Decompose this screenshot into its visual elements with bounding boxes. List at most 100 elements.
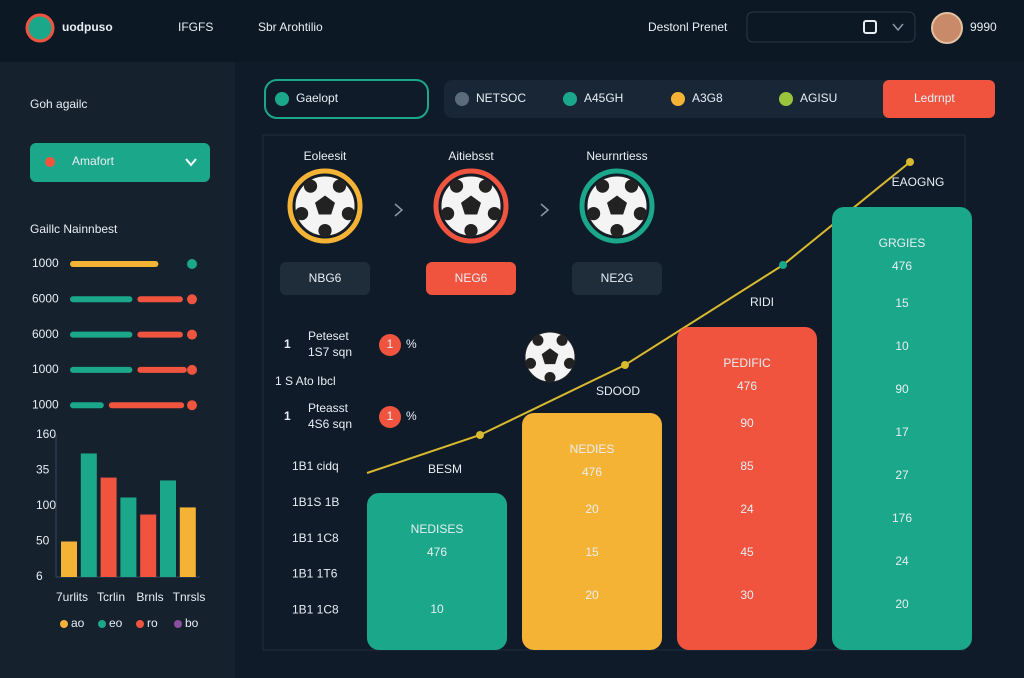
- dropdown[interactable]: [30, 143, 210, 182]
- ball-patch: [633, 207, 647, 221]
- ball-patch: [610, 224, 624, 238]
- bar: [160, 480, 176, 577]
- x-tick-label: 7urlits: [56, 590, 88, 604]
- ball-patch: [563, 357, 575, 369]
- y-tick-label: 100: [36, 498, 56, 512]
- sidebar-title: Goh agailc: [30, 97, 87, 111]
- column-value: 10: [895, 339, 909, 353]
- ball-patch: [449, 179, 464, 193]
- legend-label: eo: [109, 616, 123, 630]
- stat-badge-label: 1: [387, 409, 394, 423]
- x-tick-label: Tnrsls: [173, 590, 206, 604]
- column-lead: 476: [582, 465, 602, 479]
- logo-icon: [25, 13, 55, 43]
- progress-bar: [137, 296, 183, 303]
- column-value: 15: [895, 296, 909, 310]
- ball-patch: [315, 195, 335, 215]
- tab-label: NETSOC: [476, 91, 526, 105]
- tab-icon[interactable]: [671, 92, 685, 106]
- stat-rank: 1: [284, 409, 291, 423]
- progress-end: [187, 400, 197, 411]
- stat-pct: %: [406, 337, 417, 351]
- column-value: 45: [740, 545, 754, 559]
- trend-dot: [779, 261, 787, 269]
- ball-patch: [544, 372, 556, 383]
- match-tag[interactable]: [426, 262, 516, 295]
- stat-name: Peteset: [308, 329, 349, 343]
- tab-icon[interactable]: [455, 92, 469, 106]
- trend-dot: [906, 158, 914, 166]
- column-caption: RIDI: [750, 295, 774, 309]
- tab-label: A45GH: [584, 91, 623, 105]
- progress-bar: [70, 296, 133, 303]
- bar: [80, 453, 97, 577]
- arrow: [540, 203, 550, 217]
- column-value: 24: [740, 502, 754, 516]
- match-tag[interactable]: [280, 262, 370, 295]
- y-tick-label: 6: [36, 569, 43, 583]
- match-title: Aitiebsst: [448, 149, 494, 163]
- dropdown-text: Amafort: [72, 154, 115, 168]
- column-value: 20: [585, 502, 599, 516]
- column-value: 24: [895, 554, 909, 568]
- ball-patch: [441, 207, 455, 221]
- column-value: 90: [740, 416, 754, 430]
- ball-patch: [461, 195, 481, 215]
- bar: [61, 541, 77, 577]
- column-lead: 476: [892, 259, 912, 273]
- column-lead: 476: [737, 379, 757, 393]
- ball-patch: [525, 357, 537, 369]
- search-icon: [863, 20, 877, 34]
- progress-end: [187, 329, 197, 340]
- logo-text: uodpuso: [62, 20, 113, 34]
- search-box[interactable]: [746, 11, 916, 43]
- column-value: 10: [430, 602, 444, 616]
- progress-label: 1000: [32, 256, 59, 270]
- match-title: Neurnrtiess: [586, 149, 647, 163]
- tab-label: A3G8: [692, 91, 723, 105]
- tab-icon[interactable]: [563, 92, 577, 106]
- dropdown-caret: [892, 23, 904, 32]
- progress-bar: [137, 366, 187, 373]
- legend-swatch: [174, 620, 182, 628]
- column-value: 27: [895, 468, 909, 482]
- column-heading: NEDIES: [570, 442, 615, 456]
- active-tab-label: Gaelopt: [296, 91, 339, 105]
- column-heading: GRGIES: [879, 236, 926, 250]
- x-tick-label: Tcrlin: [97, 590, 125, 604]
- progress-bar: [70, 402, 104, 409]
- ball-patch: [341, 207, 355, 221]
- tab-icon[interactable]: [779, 92, 793, 106]
- column-value: 30: [740, 588, 754, 602]
- column-value: 17: [895, 425, 909, 439]
- progress-bar: [70, 366, 133, 373]
- ball-ring: [579, 168, 655, 244]
- match-tag[interactable]: [572, 262, 662, 295]
- arrow: [394, 203, 404, 217]
- active-tab[interactable]: [264, 79, 429, 119]
- column: [367, 493, 507, 650]
- avatar[interactable]: [931, 12, 963, 44]
- bar: [120, 497, 137, 577]
- tab-bar: [444, 80, 995, 118]
- ball-patch: [487, 207, 501, 221]
- progress-label: 1000: [32, 397, 59, 411]
- y-tick-label: 35: [36, 463, 50, 477]
- stat-badge-label: 1: [387, 337, 394, 351]
- progress-label: 6000: [32, 327, 59, 341]
- x-tick-label: Brnls: [136, 590, 163, 604]
- column-caption: SDOOD: [596, 384, 640, 398]
- action-button[interactable]: [883, 80, 995, 118]
- nav-link: Sbr Arohtilio: [258, 20, 323, 34]
- stat-pct: %: [406, 409, 417, 423]
- user-name: 9990: [970, 20, 997, 34]
- legend-swatch: [60, 620, 68, 628]
- row-label: 1B1 1T6: [292, 567, 338, 581]
- progress-label: 6000: [32, 291, 59, 305]
- ball-patch: [478, 179, 493, 193]
- legend-swatch: [98, 620, 106, 628]
- section-title: Gaillc Nainnbest: [30, 222, 118, 236]
- row-label: 1B1S 1B: [292, 495, 339, 509]
- column-caption: EAOGNG: [892, 175, 945, 189]
